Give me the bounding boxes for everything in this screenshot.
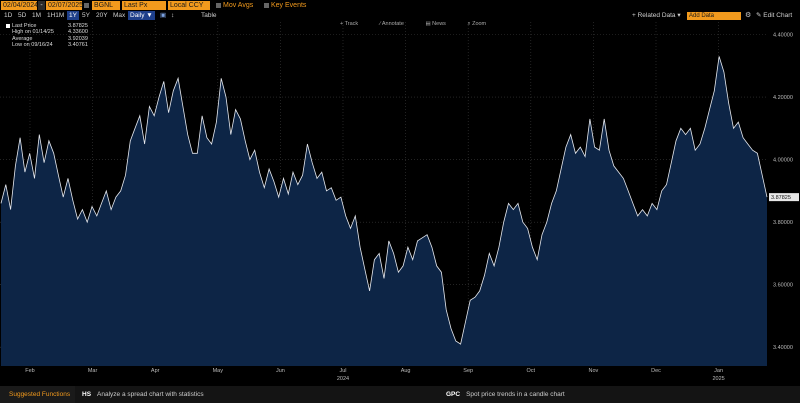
legend-average: Average 3.92039 — [6, 36, 88, 42]
legend-swatch — [6, 23, 10, 28]
track-tool[interactable]: + Track — [340, 21, 359, 27]
function-desc: Spot price trends in a candle chart — [466, 391, 565, 398]
function-code: GPC — [446, 391, 461, 398]
x-tick-label: Apr — [151, 368, 160, 374]
mov-avgs-checkbox[interactable] — [216, 3, 221, 8]
settings-gear-icon[interactable]: ⚙ — [745, 12, 752, 19]
legend-value: 3.87825 — [68, 23, 88, 29]
function-desc: Analyze a spread chart with statistics — [97, 391, 204, 398]
related-data-button[interactable]: + Related Data ▾ — [632, 12, 681, 19]
period-1h1m[interactable]: 1H1M — [47, 12, 65, 19]
currency-field[interactable]: Local CCY — [168, 1, 210, 10]
x-tick-label: Jan — [714, 368, 723, 374]
legend-last-price: Last Price 3.87825 — [6, 23, 88, 29]
period-5y[interactable]: 5Y — [82, 12, 90, 19]
edit-chart-button[interactable]: ✎ Edit Chart — [756, 12, 793, 19]
annotate-label: Annotate — [381, 21, 404, 27]
x-tick-label: Aug — [401, 368, 411, 374]
mov-avgs-label[interactable]: Mov Avgs — [223, 2, 254, 9]
function-hs[interactable]: HS Analyze a spread chart with statistics — [82, 386, 204, 403]
start-date-field[interactable]: 02/04/2024 — [1, 1, 39, 10]
zoom-label: Zoom — [472, 21, 487, 27]
x-tick-label: Nov — [589, 368, 599, 374]
period-1y[interactable]: 1Y — [67, 11, 79, 20]
date-separator: - — [38, 1, 45, 10]
suggested-functions-label[interactable]: Suggested Functions — [0, 386, 75, 403]
add-data-input[interactable]: Add Data — [687, 12, 741, 20]
x-tick-label: Dec — [651, 368, 661, 374]
legend-label: Last Price — [12, 23, 37, 29]
chart-style-icon[interactable]: ↕ — [171, 12, 175, 19]
y-tick-label: 4.40000 — [773, 33, 793, 39]
x-tick-label: Mar — [88, 368, 98, 374]
table-button[interactable]: Table — [201, 12, 217, 19]
legend-low: Low on 09/16/24 3.40761 — [6, 42, 88, 48]
x-tick-label: Sep — [463, 368, 473, 374]
x-tick-label: Jun — [276, 368, 285, 374]
legend-spacer — [6, 36, 10, 40]
period-20y[interactable]: 20Y — [96, 12, 108, 19]
edit-chart-label: Edit Chart — [763, 12, 793, 19]
period-max[interactable]: Max — [113, 12, 126, 19]
function-code: HS — [82, 391, 92, 398]
x-tick-label: Jul — [339, 368, 346, 374]
legend-value: 3.92039 — [68, 35, 88, 42]
legend-label: High on 01/14/25 — [12, 29, 54, 36]
frequency-select[interactable]: Daily ▼ — [128, 11, 155, 20]
key-events-checkbox[interactable] — [264, 3, 269, 8]
price-line — [0, 56, 768, 345]
legend-value: 3.40761 — [68, 42, 88, 49]
legend-label: Average — [12, 35, 33, 42]
function-gpc[interactable]: GPC Spot price trends in a candle chart — [446, 386, 565, 403]
y-tick-label: 3.60000 — [773, 283, 793, 289]
price-field[interactable]: Last Px — [122, 1, 166, 10]
price-chart[interactable]: 3.40000 3.60000 3.80000 4.00000 4.20000 4.400… — [0, 20, 800, 384]
chart-canvas: 3.40000 3.60000 3.80000 4.00000 4.20000 4.400… — [0, 22, 799, 382]
x-tick-label: Oct — [527, 368, 536, 374]
y-tick-label: 3.80000 — [773, 220, 793, 226]
legend-value: 4.33600 — [68, 29, 88, 36]
news-tool[interactable]: ▤ News — [425, 21, 446, 27]
y-tick-label: 4.20000 — [773, 95, 793, 101]
x-year-label: 2024 — [337, 376, 349, 382]
x-tick-label: May — [213, 368, 224, 374]
zoom-tool[interactable]: ⌕ Zoom — [467, 21, 487, 27]
y-tick-label: 4.00000 — [773, 158, 793, 164]
x-year-label: 2025 — [712, 376, 724, 382]
legend-spacer — [6, 43, 10, 47]
chart-toolbar: 1D 5D 1M 1H1M 1Y 5Y 20Y Max Daily ▼ ▣ ↕ … — [0, 11, 800, 20]
ticker-field[interactable]: BGNL — [92, 1, 120, 10]
track-label: Track — [344, 21, 359, 27]
legend-high: High on 01/14/25 4.33600 — [6, 29, 88, 35]
annotate-tool[interactable]: ∕ Annotate — [379, 21, 404, 27]
legend-spacer — [6, 30, 10, 34]
price-area-fill — [1, 56, 767, 367]
key-events-label[interactable]: Key Events — [271, 2, 307, 9]
period-1m[interactable]: 1M — [32, 12, 42, 19]
chart-tools: + Track ∕ Annotate ▤ News ⌕ Zoom — [340, 20, 506, 28]
last-price-label: 3.87825 — [771, 195, 791, 201]
last-price-tag — [769, 193, 799, 202]
chart-type-icon[interactable]: ▣ — [160, 12, 167, 19]
security-bar: 02/04/2024 - 02/07/2025 BGNL Last Px Loc… — [0, 0, 800, 11]
news-label: News — [432, 21, 446, 27]
chart-legend: Last Price 3.87825 High on 01/14/25 4.3360… — [6, 23, 88, 49]
legend-label: Low on 09/16/24 — [12, 42, 53, 49]
calendar-icon[interactable] — [84, 3, 89, 8]
end-date-field[interactable]: 02/07/2025 — [46, 1, 84, 10]
y-tick-label: 3.40000 — [773, 345, 793, 351]
x-tick-label: Feb — [25, 368, 34, 374]
period-1d[interactable]: 1D — [4, 12, 13, 19]
period-5d[interactable]: 5D — [18, 12, 27, 19]
suggested-functions-bar: Suggested Functions HS Analyze a spread c… — [0, 386, 800, 403]
related-data-label: Related Data — [637, 12, 676, 19]
